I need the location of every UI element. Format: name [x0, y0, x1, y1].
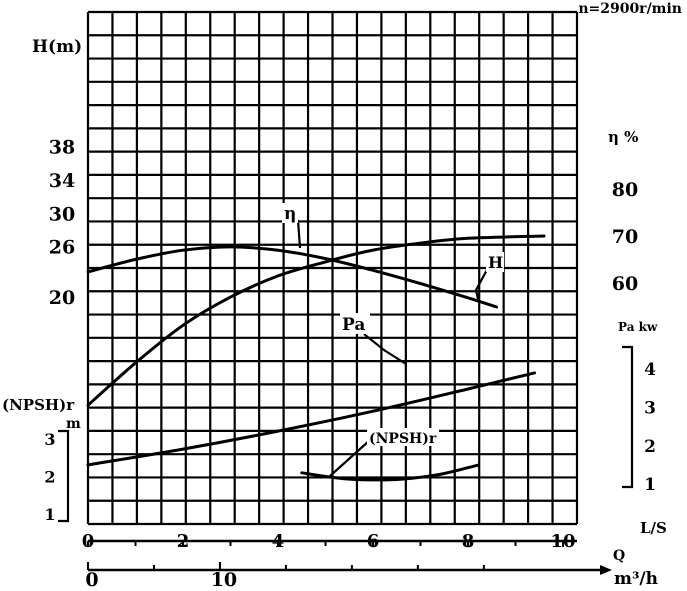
npsh-axis-bracket — [58, 429, 70, 523]
npsh-curve — [300, 463, 479, 482]
power-axis-label: Pa kw — [618, 320, 658, 334]
flow-ls-tick-label: 8 — [462, 531, 475, 552]
head-curve — [86, 245, 498, 309]
npsh-tick-label: 3 — [44, 430, 55, 449]
power-tick-label: 4 — [644, 360, 656, 380]
flow-ls-tick-label: 6 — [367, 531, 380, 552]
head-tick-label: 34 — [49, 170, 75, 192]
head-label-bg — [486, 252, 504, 272]
efficiency-ticks: 60 70 80 — [612, 179, 638, 295]
npsh-axis-unit: m — [66, 416, 81, 432]
pa-curve-label: Pa — [342, 315, 365, 335]
efficiency-tick-label: 60 — [612, 273, 638, 295]
power-tick-label: 3 — [644, 399, 656, 419]
flow-m3h-axis-unit: m³/h — [614, 569, 658, 589]
power-ticks: 1 2 3 4 — [644, 360, 656, 495]
head-leader-line — [474, 267, 489, 300]
eta-label-bg — [282, 203, 298, 223]
flow-m3h-arrow — [600, 565, 612, 575]
npsh-tick-label: 1 — [44, 505, 55, 524]
flow-m3h-tick-label: 10 — [211, 569, 237, 591]
flow-ls-tick-label: 10 — [550, 531, 575, 552]
flow-m3h-ticks: 0 10 — [85, 562, 485, 591]
npsh-ticks: 1 2 3 — [44, 430, 55, 524]
power-tick-label: 2 — [644, 437, 656, 457]
head-axis-label: H(m) — [32, 37, 82, 57]
efficiency-curve — [86, 234, 546, 407]
npsh-label-bg — [367, 428, 439, 446]
flow-ls-tick-label: 0 — [82, 531, 95, 552]
npsh-leader-line — [329, 439, 371, 477]
flow-ls-axis-label: L/S — [640, 519, 667, 537]
pa-leader-line — [363, 333, 407, 365]
head-tick-label: 30 — [49, 203, 75, 225]
npsh-tick-label: 2 — [44, 467, 55, 486]
head-curve-label: H — [488, 253, 503, 272]
head-tick-label: 38 — [49, 137, 75, 159]
head-tick-label: 26 — [49, 237, 75, 259]
npsh-axis-label: (NPSH)r — [2, 396, 75, 414]
efficiency-tick-label: 80 — [612, 179, 638, 201]
efficiency-tick-label: 70 — [612, 226, 638, 248]
flow-m3h-axis-label: Q — [613, 548, 625, 564]
power-curve — [86, 371, 536, 467]
curves — [86, 234, 546, 482]
flow-ls-tick-label: 4 — [272, 531, 285, 552]
flow-ls-tick-label: 2 — [177, 531, 190, 552]
pa-label-bg — [340, 313, 370, 334]
flow-m3h-tick-label: 0 — [85, 569, 98, 591]
head-ticks: 20 26 30 34 38 — [49, 137, 75, 309]
flow-ls-ticks: 0 2 4 6 8 10 — [82, 531, 576, 552]
eta-leader-line — [296, 219, 302, 249]
power-axis-bracket — [622, 345, 634, 489]
efficiency-axis-label: η % — [608, 128, 638, 146]
power-tick-label: 1 — [644, 475, 656, 495]
eta-curve-label: η — [284, 204, 296, 224]
npsh-curve-label: (NPSH)r — [369, 431, 437, 447]
speed-label: n=2900r/min — [578, 1, 682, 17]
head-tick-label: 20 — [49, 287, 75, 309]
